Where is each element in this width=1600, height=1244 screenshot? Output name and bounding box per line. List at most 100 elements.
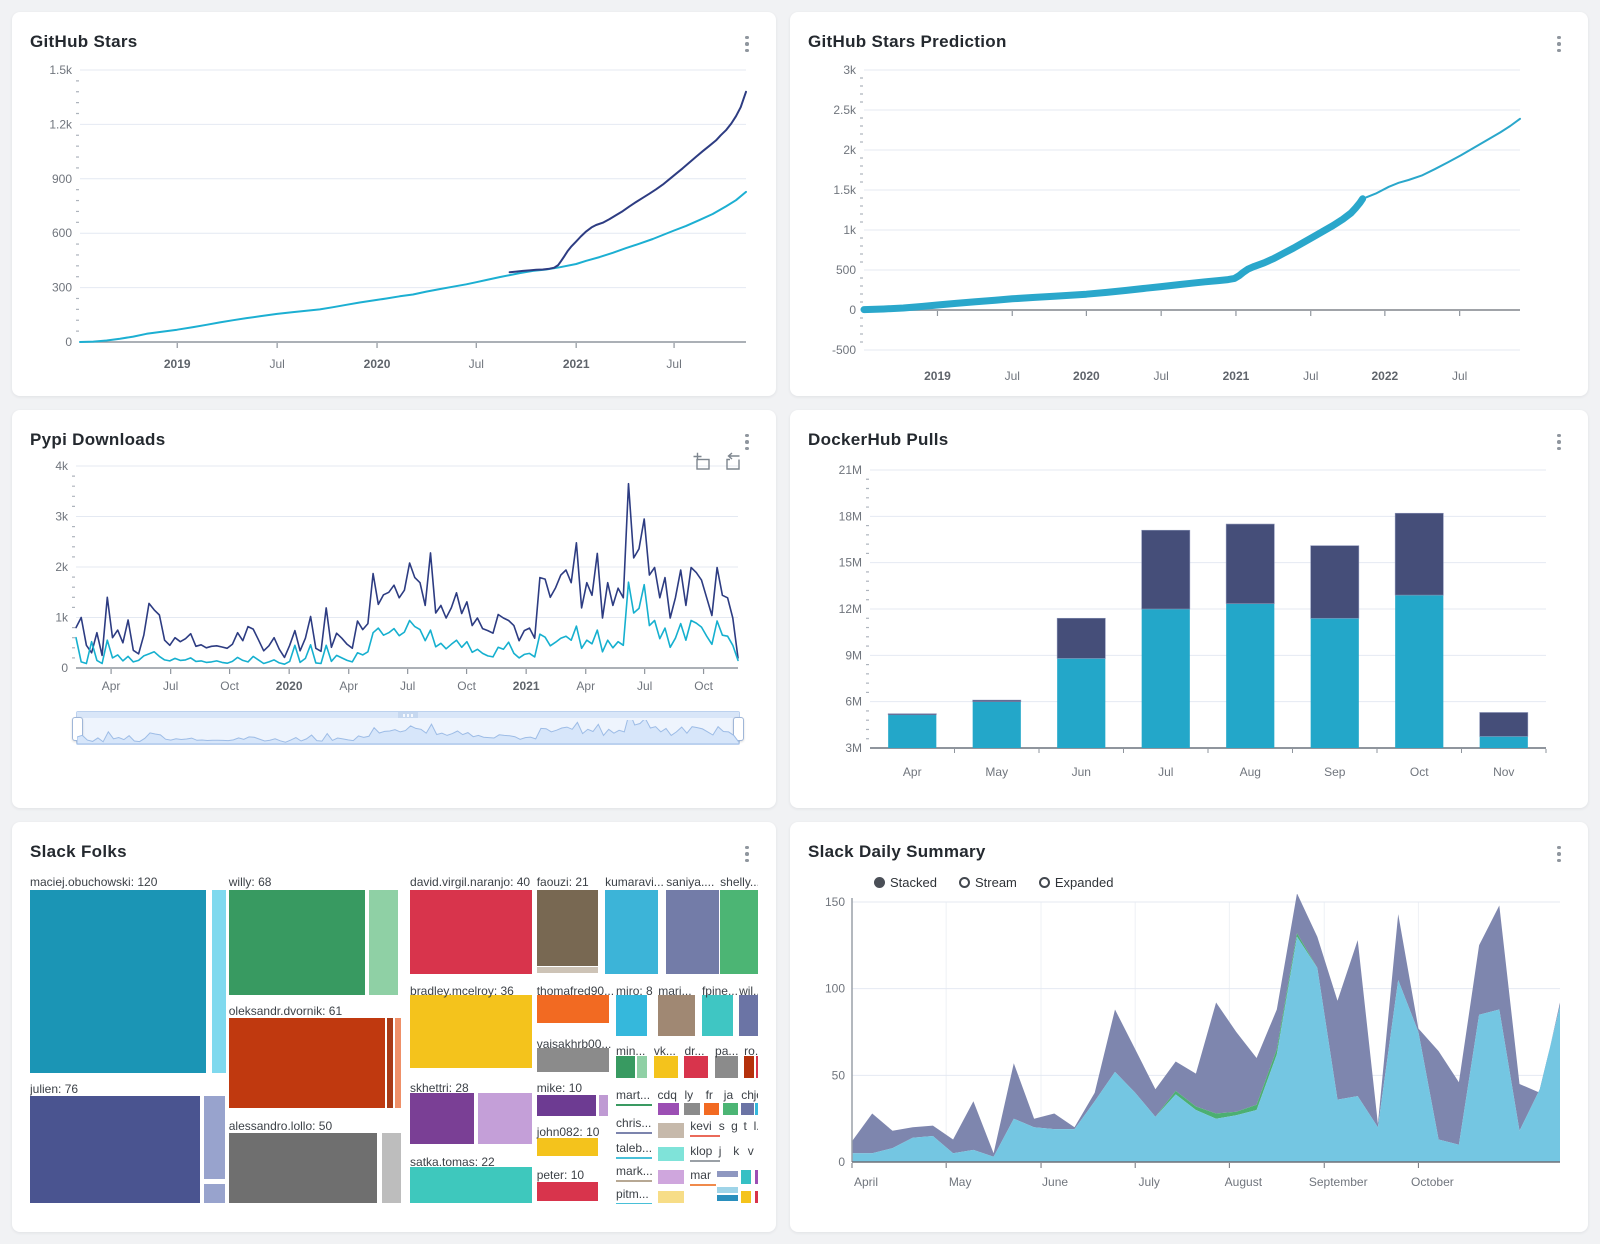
legend-item-stream[interactable]: Stream: [958, 875, 1017, 890]
treemap-label[interactable]: shelly...: [720, 876, 758, 889]
treemap-label[interactable]: miro: 8: [616, 983, 653, 998]
treemap-label[interactable]: g: [731, 1119, 738, 1134]
treemap-label[interactable]: faouzi: 21: [536, 876, 589, 889]
treemap-node[interactable]: [744, 1056, 754, 1079]
treemap-label[interactable]: taleb...: [616, 1141, 652, 1159]
treemap-label[interactable]: john082: 10: [536, 1124, 600, 1139]
treemap-node[interactable]: [657, 1190, 684, 1204]
treemap-label[interactable]: pitm...: [616, 1188, 653, 1204]
treemap-node[interactable]: [616, 1056, 635, 1079]
treemap-label[interactable]: kevi: [690, 1120, 721, 1138]
treemap-node[interactable]: [653, 1056, 678, 1079]
treemap-node[interactable]: [701, 995, 734, 1036]
treemap-node[interactable]: [30, 889, 207, 1074]
datazoom-slider[interactable]: [72, 711, 744, 745]
treemap-node[interactable]: [536, 995, 610, 1024]
treemap-node[interactable]: [536, 1181, 598, 1201]
treemap-label[interactable]: bradley.mcelroy: 36: [410, 983, 514, 998]
treemap-node[interactable]: [212, 889, 226, 1074]
treemap-label[interactable]: ja: [723, 1088, 734, 1103]
treemap-node[interactable]: [720, 889, 758, 974]
zoom-select-icon[interactable]: [692, 452, 712, 472]
treemap-node[interactable]: [683, 1102, 700, 1116]
treemap-label[interactable]: alessandro.lollo: 50: [228, 1118, 333, 1133]
treemap-node[interactable]: [657, 1147, 684, 1162]
treemap-node[interactable]: [598, 1095, 609, 1117]
treemap-label[interactable]: s: [718, 1119, 725, 1134]
bar-segment-base[interactable]: [1057, 658, 1106, 748]
kebab-menu-icon[interactable]: [1548, 32, 1570, 56]
treemap-node[interactable]: [755, 1056, 758, 1079]
treemap-label[interactable]: klop: [690, 1144, 721, 1162]
treemap-label[interactable]: k: [733, 1143, 740, 1158]
bar-segment-extra[interactable]: [1310, 545, 1360, 619]
treemap-node[interactable]: [536, 1095, 596, 1117]
treemap-node[interactable]: [717, 1171, 738, 1178]
kebab-menu-icon[interactable]: [736, 430, 758, 454]
legend-item-expanded[interactable]: Expanded: [1038, 875, 1113, 890]
treemap-node[interactable]: [616, 995, 648, 1036]
treemap-label[interactable]: david.virgil.naranjo: 40: [410, 876, 531, 889]
treemap-node[interactable]: [536, 1047, 610, 1072]
treemap-node[interactable]: [387, 1017, 393, 1108]
kebab-menu-icon[interactable]: [736, 32, 758, 56]
treemap-node[interactable]: [410, 1093, 475, 1144]
treemap-node[interactable]: [717, 1186, 738, 1193]
treemap-label[interactable]: ch: [741, 1088, 754, 1103]
treemap-label[interactable]: v: [747, 1143, 754, 1158]
treemap-node[interactable]: [666, 889, 719, 974]
treemap-label[interactable]: thomafred90...: [536, 983, 615, 998]
treemap-label[interactable]: mark...: [616, 1165, 653, 1183]
treemap-node[interactable]: [410, 889, 533, 974]
treemap-node[interactable]: [704, 1102, 719, 1116]
treemap-node[interactable]: [755, 1190, 758, 1204]
treemap-node[interactable]: [30, 1096, 200, 1204]
treemap-node[interactable]: [741, 1169, 752, 1184]
treemap-label[interactable]: peter: 10: [536, 1167, 585, 1182]
bar-segment-base[interactable]: [972, 701, 1021, 748]
treemap-label[interactable]: fr: [705, 1088, 713, 1103]
treemap-label[interactable]: dr...: [684, 1043, 705, 1058]
treemap-label[interactable]: jo: [753, 1088, 758, 1103]
kebab-menu-icon[interactable]: [736, 842, 758, 866]
treemap-node[interactable]: [723, 1102, 738, 1116]
bar-segment-extra[interactable]: [1225, 523, 1275, 604]
treemap-node[interactable]: [739, 995, 758, 1036]
treemap-label[interactable]: pa...: [715, 1043, 739, 1058]
treemap-label[interactable]: mike: 10: [536, 1081, 583, 1096]
treemap-node[interactable]: [477, 1093, 533, 1144]
treemap-label[interactable]: vaisakhrb00...: [536, 1036, 612, 1051]
treemap-node[interactable]: [657, 1102, 679, 1116]
treemap-node[interactable]: [657, 1169, 684, 1184]
treemap-label[interactable]: fpine...: [701, 983, 738, 998]
treemap-label[interactable]: mari...: [658, 983, 692, 998]
bar-segment-base[interactable]: [1141, 609, 1190, 748]
treemap-node[interactable]: [410, 995, 533, 1069]
treemap-node[interactable]: [755, 1102, 758, 1116]
treemap-node[interactable]: [715, 1056, 739, 1079]
legend-item-stacked[interactable]: Stacked: [874, 875, 937, 890]
treemap-node[interactable]: [536, 966, 598, 974]
treemap-label[interactable]: satka.tomas: 22: [410, 1155, 495, 1170]
bar-segment-base[interactable]: [1310, 618, 1359, 748]
slider-grip[interactable]: [398, 712, 418, 718]
treemap-node[interactable]: [228, 1132, 378, 1204]
treemap-label[interactable]: min...: [616, 1043, 646, 1058]
treemap-label[interactable]: chris...: [616, 1116, 653, 1134]
bar-segment-extra[interactable]: [1479, 712, 1529, 737]
treemap-node[interactable]: [755, 1169, 758, 1184]
treemap-label[interactable]: julien: 76: [30, 1081, 79, 1096]
treemap-node[interactable]: [410, 1167, 532, 1204]
treemap-node[interactable]: [203, 1096, 226, 1180]
treemap-node[interactable]: [717, 1195, 738, 1202]
treemap-node[interactable]: [684, 1056, 708, 1079]
treemap-node[interactable]: [658, 995, 695, 1036]
treemap-label[interactable]: l.: [753, 1119, 758, 1134]
treemap-node[interactable]: [203, 1183, 226, 1204]
bar-segment-extra[interactable]: [1141, 529, 1191, 610]
treemap-label[interactable]: j: [718, 1143, 722, 1158]
treemap-label[interactable]: t: [743, 1119, 747, 1134]
treemap-node[interactable]: [536, 1138, 598, 1157]
treemap-node[interactable]: [228, 1017, 385, 1108]
treemap-node[interactable]: [605, 889, 658, 974]
